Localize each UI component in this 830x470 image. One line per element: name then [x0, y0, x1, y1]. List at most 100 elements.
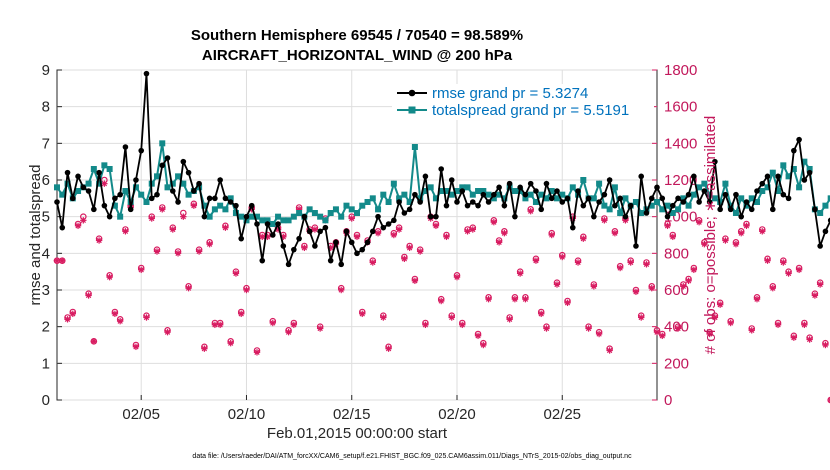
obs-assimilated-point	[390, 231, 398, 239]
legend: rmse grand pr = 5.3274 totalspread grand…	[392, 84, 654, 120]
spread-point	[169, 180, 176, 187]
spread-point	[596, 180, 603, 187]
rmse-point	[669, 202, 676, 209]
spread-point	[727, 202, 734, 209]
obs-assimilated-point	[764, 257, 771, 264]
rmse-point	[412, 191, 418, 198]
obs-assimilated-point	[485, 295, 492, 303]
rmse-point	[354, 250, 360, 257]
obs-assimilated-stroke	[596, 331, 602, 337]
spread-point	[380, 191, 387, 198]
rmse-point	[169, 188, 176, 194]
spread-point	[354, 210, 360, 216]
obs-assimilated-stroke	[806, 336, 813, 343]
obs-assimilated-stroke	[417, 248, 423, 255]
obs-assimilated-stroke	[743, 223, 750, 229]
obs-assimilated-point	[585, 325, 592, 332]
obs-assimilated-point	[95, 237, 103, 244]
rmse-point	[743, 199, 750, 205]
obs-assimilated-stroke	[791, 335, 797, 341]
obs-assimilated-point	[827, 397, 830, 403]
obs-assimilated-point	[801, 321, 808, 329]
spread-point	[448, 191, 455, 198]
obs-assimilated-stroke	[222, 225, 229, 231]
spread-point	[711, 195, 718, 202]
obs-assimilated-stroke	[138, 267, 144, 273]
obs-assimilated-stroke	[228, 340, 234, 346]
obs-assimilated-stroke	[670, 234, 676, 240]
spread-point	[117, 213, 124, 220]
obs-assimilated-point	[301, 244, 308, 252]
rmse-point	[496, 184, 502, 191]
rmse-point	[691, 173, 697, 180]
spread-point	[680, 195, 687, 202]
rmse-point	[554, 188, 560, 194]
spread-point	[290, 213, 297, 220]
spread-point	[822, 202, 829, 209]
spread-point	[396, 195, 403, 202]
rmse-point	[464, 202, 471, 209]
rmse-point	[485, 199, 492, 205]
obs-assimilated-point	[148, 215, 155, 222]
rmse-point	[175, 199, 181, 205]
rmse-point	[396, 199, 402, 205]
rmse-point	[280, 243, 287, 249]
spread-point	[759, 188, 766, 194]
obs-assimilated-point	[132, 343, 140, 351]
rmse-point	[769, 206, 776, 213]
obs-assimilated-point	[206, 240, 213, 248]
rmse-point	[217, 177, 223, 183]
obs-assimilated-point	[506, 316, 513, 323]
obs-assimilated-stroke	[396, 226, 402, 233]
obs-assimilated-point	[522, 295, 529, 303]
spread-point	[85, 180, 92, 187]
spread-point	[464, 184, 471, 191]
obs-assimilated-stroke	[764, 258, 771, 264]
obs-assimilated-stroke	[370, 259, 376, 266]
obs-assimilated-point	[590, 283, 598, 290]
obs-assimilated-stroke	[491, 219, 497, 225]
obs-assimilated-point	[748, 327, 755, 334]
x-tick-label: 02/10	[228, 406, 266, 423]
obs-assimilated-point	[780, 259, 787, 266]
y-tick-label: 9	[42, 62, 50, 79]
obs-assimilated-stroke	[85, 292, 92, 299]
obs-assimilated-point	[727, 319, 734, 327]
y-right-tick-label: 1800	[664, 62, 697, 79]
rmse-point	[375, 213, 381, 220]
rmse-point	[59, 224, 66, 231]
rmse-point	[117, 191, 123, 198]
obs-assimilated-point	[548, 231, 555, 239]
obs-assimilated-point	[685, 277, 692, 285]
spread-point	[638, 210, 645, 216]
rmse-point	[291, 246, 297, 253]
spread-point	[359, 202, 366, 209]
rmse-point	[122, 144, 129, 150]
obs-assimilated-stroke	[517, 270, 523, 277]
rmse-point	[143, 70, 150, 77]
rmse-point	[159, 162, 166, 169]
obs-assimilated-stroke	[180, 214, 186, 220]
legend-spread-marker	[408, 106, 416, 114]
spread-point	[375, 206, 382, 213]
obs-assimilated-stroke	[506, 316, 513, 322]
obs-assimilated-point	[201, 345, 208, 352]
obs-assimilated-point	[348, 215, 355, 222]
spread-point	[454, 188, 460, 194]
rmse-point	[591, 213, 597, 220]
obs-assimilated-point	[122, 228, 129, 235]
obs-assimilated-stroke	[633, 289, 639, 295]
obs-assimilated-point	[701, 240, 708, 248]
rmse-point	[727, 206, 734, 213]
spread-point	[422, 188, 429, 194]
y-tick-label: 0	[42, 392, 50, 409]
obs-assimilated-point	[259, 233, 266, 241]
rmse-point	[101, 202, 108, 209]
rmse-point	[717, 206, 723, 213]
obs-assimilated-stroke	[538, 311, 544, 317]
obs-assimilated-stroke	[438, 298, 444, 304]
spread-point	[432, 195, 439, 202]
rmse-point	[759, 180, 766, 187]
spread-point	[332, 206, 339, 213]
